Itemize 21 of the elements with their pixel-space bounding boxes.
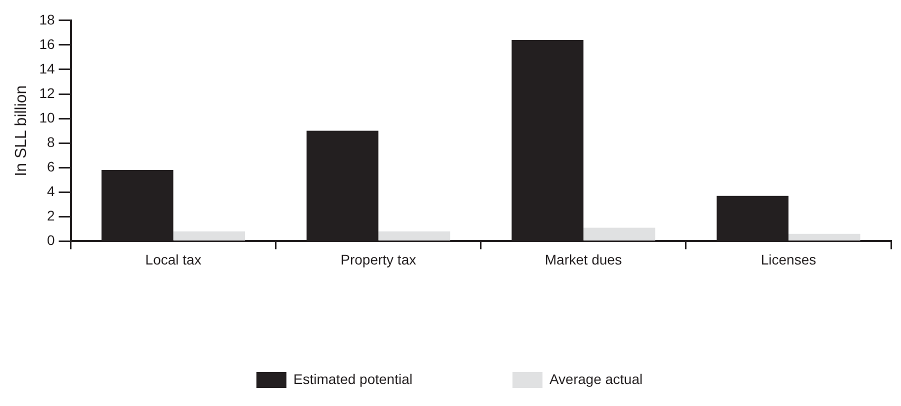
y-tick-label: 0 xyxy=(46,232,55,248)
x-tick-label: Local tax xyxy=(145,251,202,268)
y-tick-label: 2 xyxy=(46,208,55,224)
legend-label: Estimated potential xyxy=(293,370,412,387)
y-tick-label: 8 xyxy=(46,134,55,150)
y-tick-label: 14 xyxy=(39,60,55,76)
y-tick-label: 16 xyxy=(39,36,55,52)
bar xyxy=(173,231,246,240)
y-tick-label: 4 xyxy=(46,182,55,199)
y-tick-label: 10 xyxy=(39,109,55,126)
x-tick-label: Licenses xyxy=(760,251,816,268)
bar xyxy=(788,234,860,240)
x-tick-label: Property tax xyxy=(340,251,416,268)
bar xyxy=(378,231,450,240)
bar xyxy=(583,228,656,240)
x-tick-label: Market dues xyxy=(544,251,622,268)
y-tick-label: 18 xyxy=(39,11,55,28)
y-axis-title: In SLL billion xyxy=(13,85,30,176)
legend-label: Average actual xyxy=(549,370,643,387)
y-tick-label: 12 xyxy=(39,84,55,101)
y-tick-label: 6 xyxy=(46,158,55,174)
